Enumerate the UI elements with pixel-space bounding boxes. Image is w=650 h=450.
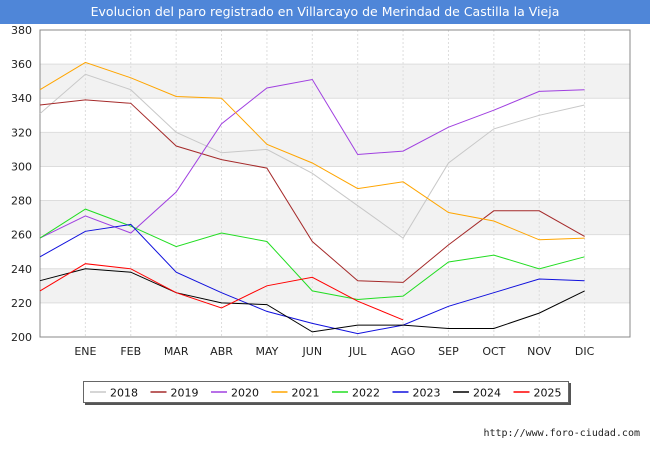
y-tick-label: 360 xyxy=(11,58,32,71)
x-tick-label: MAR xyxy=(164,345,189,358)
x-tick-label: ENE xyxy=(74,345,96,358)
x-tick-label: JUL xyxy=(348,345,367,358)
legend-label-2022: 2022 xyxy=(352,387,380,400)
y-tick-label: 280 xyxy=(11,195,32,208)
grid-band xyxy=(40,200,630,235)
legend-label-2019: 2019 xyxy=(171,387,199,400)
grid-band xyxy=(40,268,630,303)
x-tick-label: NOV xyxy=(527,345,552,358)
legend: 2018 2019 2020 2021 2022 2023 2024 2025 xyxy=(83,381,569,403)
grid-band xyxy=(40,64,630,99)
y-tick-label: 220 xyxy=(11,297,32,310)
grid-band xyxy=(40,132,630,167)
y-tick-label: 300 xyxy=(11,160,32,173)
x-tick-label: FEB xyxy=(120,345,141,358)
series-line-2019 xyxy=(39,99,585,283)
plot-area-border xyxy=(39,29,631,338)
legend-label-2020: 2020 xyxy=(231,387,259,400)
x-tick-label: AGO xyxy=(391,345,416,358)
grid-bands xyxy=(40,64,630,303)
x-tick-label: MAY xyxy=(255,345,278,358)
x-tick-label: JUN xyxy=(302,345,323,358)
y-tick-label: 320 xyxy=(11,126,32,139)
y-tick-label: 380 xyxy=(11,24,32,37)
legend-label-2021: 2021 xyxy=(292,387,320,400)
x-tick-label: SEP xyxy=(438,345,459,358)
y-tick-label: 340 xyxy=(11,92,32,105)
y-tick-label: 260 xyxy=(11,229,32,242)
legend-label-2018: 2018 xyxy=(110,387,138,400)
x-tick-label: DIC xyxy=(575,345,595,358)
x-tick-label: ABR xyxy=(210,345,233,358)
series-lines xyxy=(39,61,585,335)
series-line-2021 xyxy=(39,61,585,241)
x-axis: ENE FEB MAR ABR MAY JUN JUL AGO SEP OCT NOV DIC xyxy=(74,345,594,358)
legend-label-2024: 2024 xyxy=(473,387,501,400)
x-tick-label: OCT xyxy=(482,345,505,358)
series-line-2024 xyxy=(39,268,585,333)
legend-label-2025: 2025 xyxy=(534,387,562,400)
source-credit: http://www.foro-ciudad.com xyxy=(483,428,640,439)
legend-label-2023: 2023 xyxy=(413,387,441,400)
chart-title: Evolucion del paro registrado en Villarc… xyxy=(0,0,650,24)
y-tick-label: 240 xyxy=(11,263,32,276)
series-line-2023 xyxy=(39,223,585,335)
y-axis: 200 220 240 260 280 300 320 340 360 380 xyxy=(11,24,32,344)
series-line-2020 xyxy=(39,78,585,239)
y-tick-label: 200 xyxy=(11,331,32,344)
series-line-2022 xyxy=(39,208,585,301)
series-line-2018 xyxy=(39,73,585,239)
series-line-2025 xyxy=(39,263,404,321)
